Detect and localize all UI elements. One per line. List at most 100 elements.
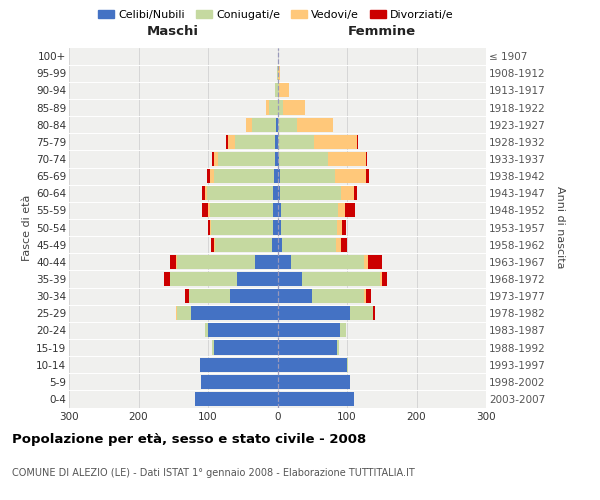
Bar (218, 152, 275, 166)
Bar (277, 255, 292, 269)
Bar (337, 220, 342, 234)
Text: COMUNE DI ALEZIO (LE) - Dati ISTAT 1° gennaio 2008 - Elaborazione TUTTITALIA.IT: COMUNE DI ALEZIO (LE) - Dati ISTAT 1° ge… (12, 468, 415, 477)
Bar (279, 152, 328, 166)
Bar (275, 84, 277, 98)
Bar (368, 255, 382, 269)
Bar (188, 289, 230, 303)
Bar (328, 152, 366, 166)
Bar (277, 392, 354, 406)
Bar (211, 238, 214, 252)
Bar (277, 135, 314, 149)
Bar (366, 152, 367, 166)
Bar (277, 358, 347, 372)
Bar (274, 186, 277, 200)
Legend: Celibi/Nubili, Coniugati/e, Vedovi/e, Divorziati/e: Celibi/Nubili, Coniugati/e, Vedovi/e, Di… (94, 6, 458, 25)
Bar (366, 289, 371, 303)
Bar (226, 135, 228, 149)
Bar (269, 100, 277, 114)
Bar (277, 324, 340, 338)
Bar (176, 306, 177, 320)
Bar (281, 204, 338, 218)
Bar (357, 135, 358, 149)
Bar (345, 204, 355, 218)
Bar (272, 238, 277, 252)
Bar (164, 272, 170, 286)
Bar (214, 169, 274, 183)
Bar (364, 289, 366, 303)
Bar (206, 169, 210, 183)
Bar (202, 204, 208, 218)
Text: Popolazione per età, sesso e stato civile - 2008: Popolazione per età, sesso e stato civil… (12, 432, 366, 446)
Bar (277, 238, 281, 252)
Bar (277, 306, 350, 320)
Bar (208, 186, 274, 200)
Bar (275, 135, 277, 149)
Bar (283, 100, 305, 114)
Bar (373, 306, 375, 320)
Bar (202, 186, 205, 200)
Bar (230, 289, 277, 303)
Bar (266, 100, 269, 114)
Bar (277, 118, 297, 132)
Bar (252, 118, 276, 132)
Bar (278, 66, 280, 80)
Bar (177, 306, 191, 320)
Bar (292, 255, 364, 269)
Bar (210, 204, 272, 218)
Bar (277, 100, 283, 114)
Bar (341, 186, 354, 200)
Bar (237, 272, 277, 286)
Bar (272, 220, 277, 234)
Bar (342, 220, 346, 234)
Y-axis label: Fasce di età: Fasce di età (22, 194, 32, 260)
Bar (277, 186, 280, 200)
Bar (205, 186, 208, 200)
Bar (185, 289, 188, 303)
Bar (340, 324, 346, 338)
Bar (211, 220, 272, 234)
Bar (210, 220, 211, 234)
Bar (178, 255, 255, 269)
Bar (275, 152, 277, 166)
Bar (212, 340, 214, 354)
Bar (277, 220, 281, 234)
Bar (335, 169, 367, 183)
Bar (276, 118, 277, 132)
Bar (281, 220, 337, 234)
Bar (281, 238, 336, 252)
Y-axis label: Anni di nascita: Anni di nascita (555, 186, 565, 269)
Bar (277, 204, 281, 218)
Bar (228, 135, 235, 149)
Bar (280, 169, 335, 183)
Bar (380, 272, 382, 286)
Bar (354, 186, 358, 200)
Bar (214, 152, 218, 166)
Bar (277, 340, 337, 354)
Bar (297, 118, 333, 132)
Bar (277, 272, 302, 286)
Bar (312, 289, 364, 303)
Bar (210, 169, 214, 183)
Bar (214, 340, 277, 354)
Text: Femmine: Femmine (347, 25, 416, 38)
Bar (208, 324, 277, 338)
Bar (212, 152, 214, 166)
Bar (201, 375, 277, 389)
Text: Maschi: Maschi (147, 25, 199, 38)
Bar (314, 135, 357, 149)
Bar (170, 255, 176, 269)
Bar (337, 340, 338, 354)
Bar (272, 204, 277, 218)
Bar (246, 118, 252, 132)
Bar (255, 255, 277, 269)
Bar (280, 186, 341, 200)
Bar (367, 169, 369, 183)
Bar (277, 375, 350, 389)
Bar (277, 84, 279, 98)
Bar (214, 238, 215, 252)
Bar (350, 306, 373, 320)
Bar (205, 324, 208, 338)
Bar (277, 289, 312, 303)
Bar (208, 204, 210, 218)
Bar (277, 66, 278, 80)
